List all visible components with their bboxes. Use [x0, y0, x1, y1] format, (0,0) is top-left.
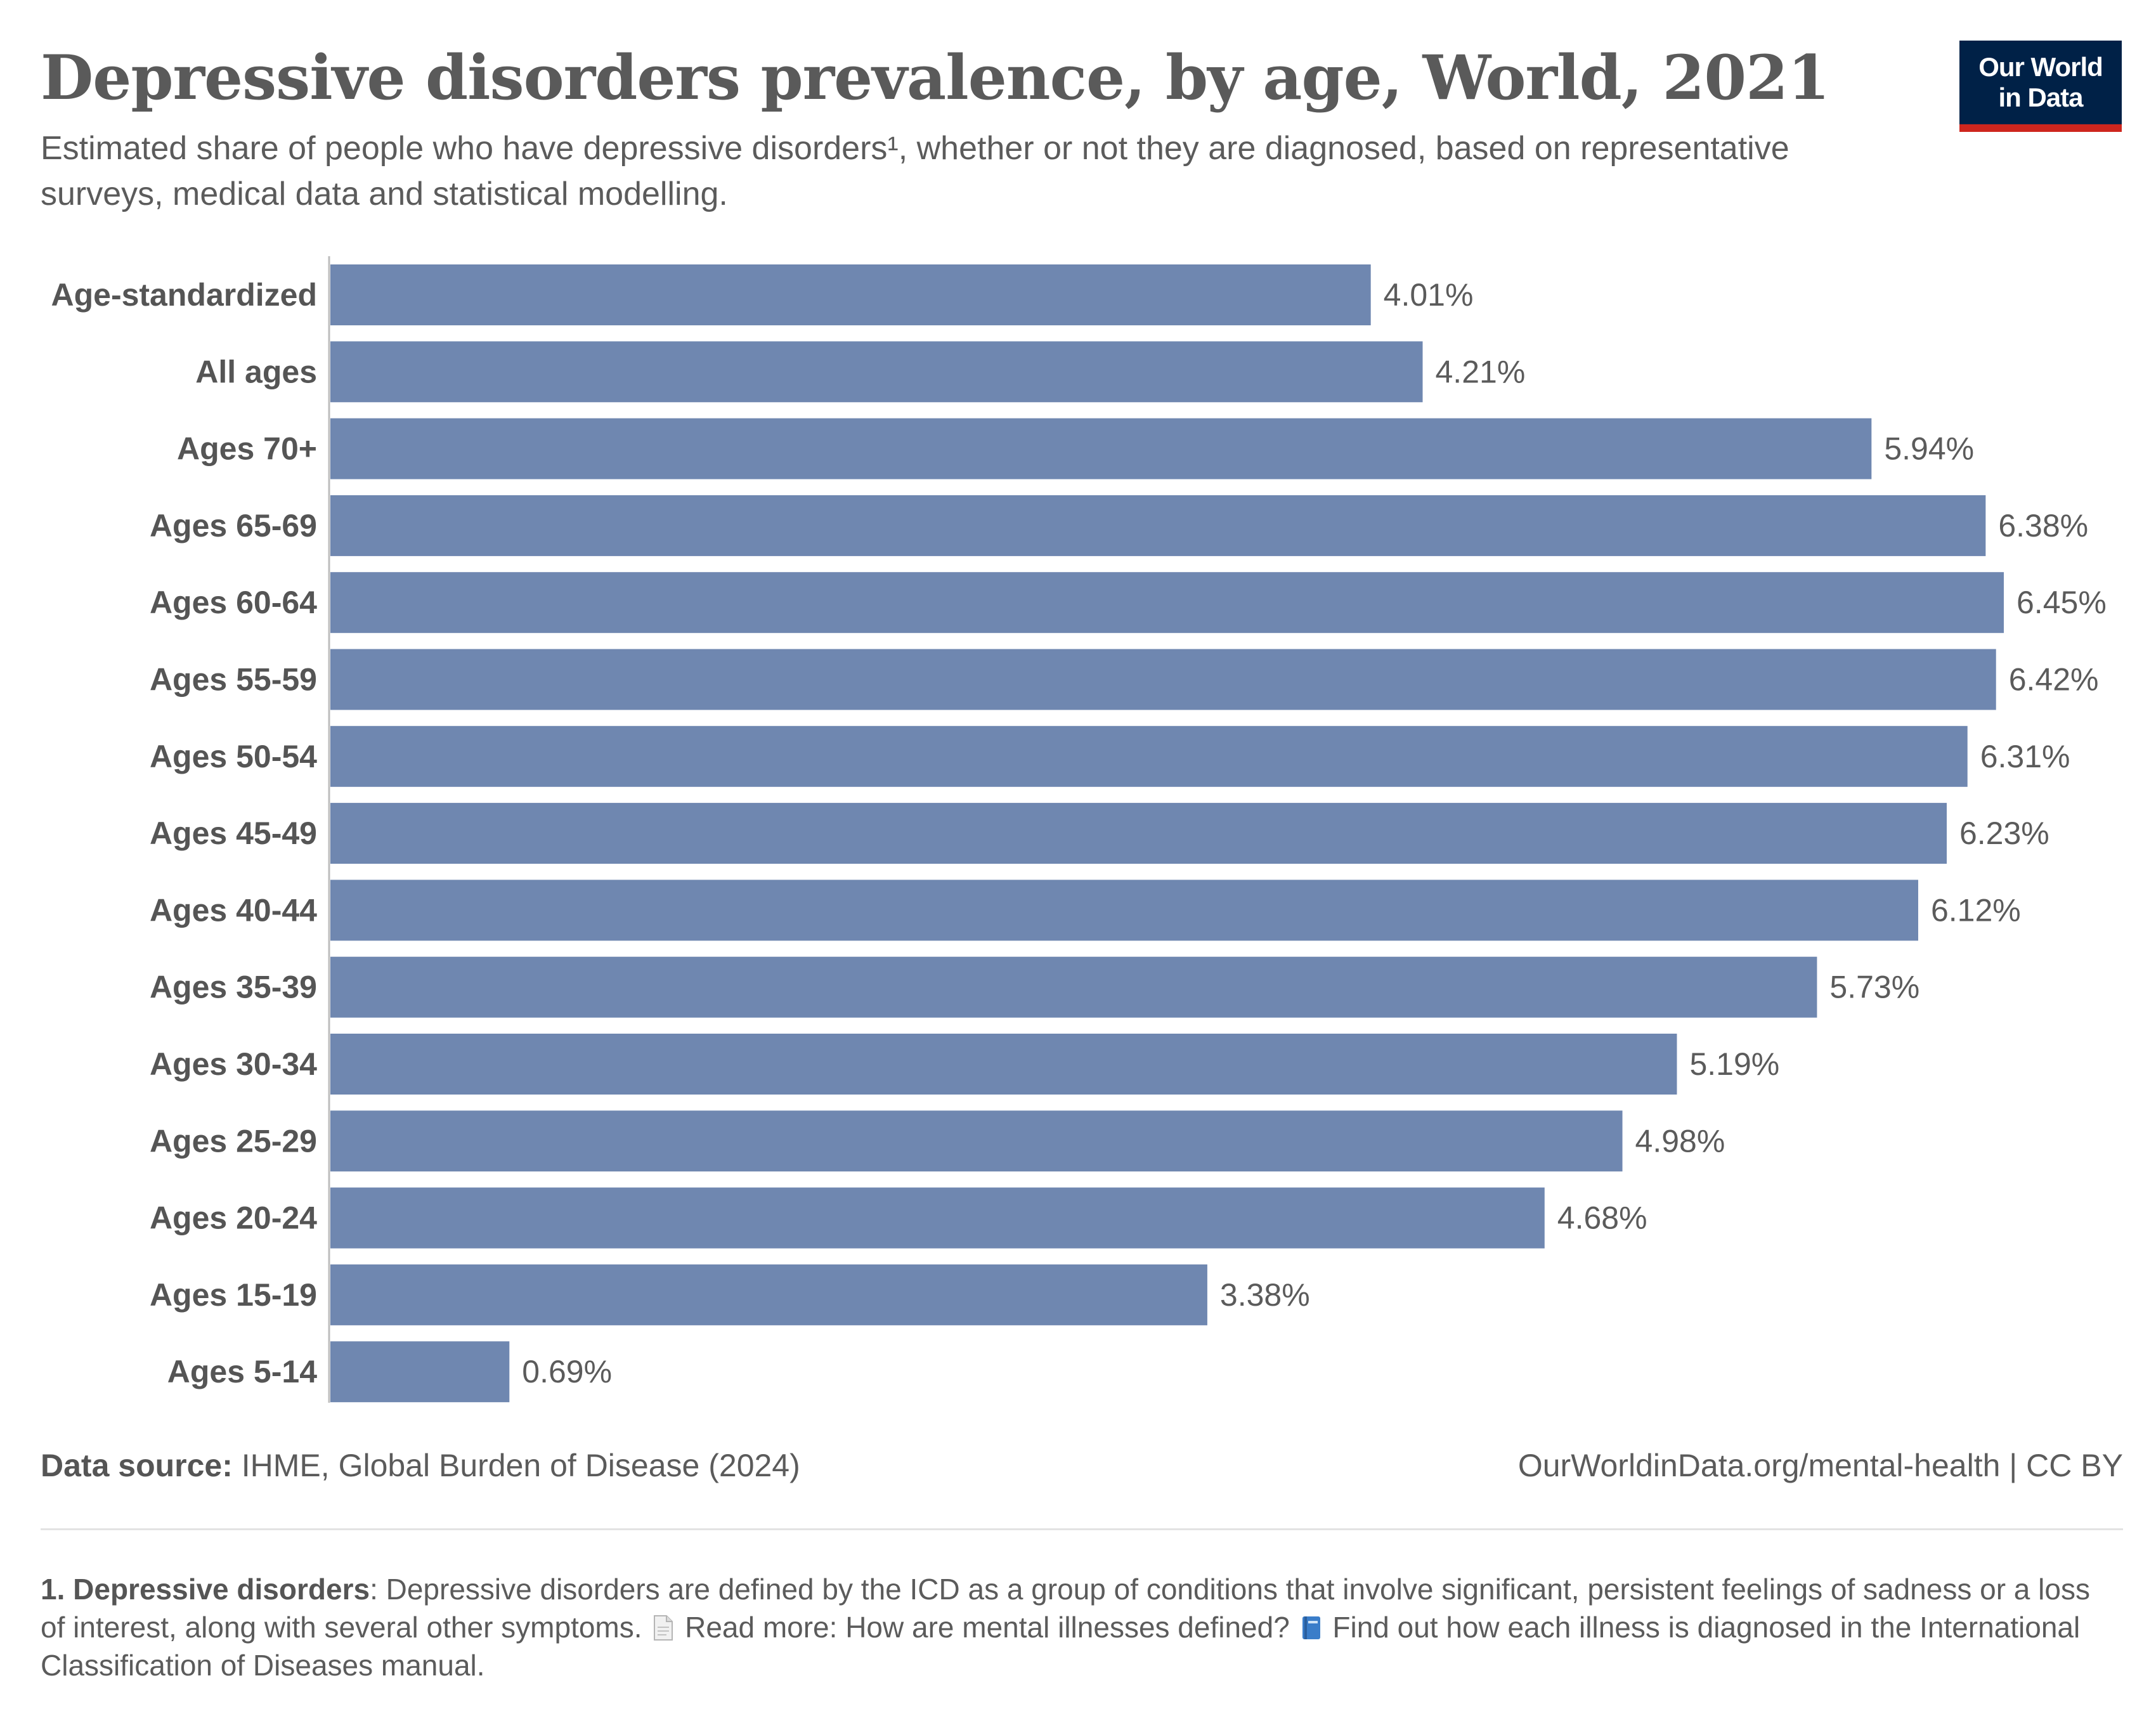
category-label: Ages 30-34	[150, 1046, 317, 1082]
category-label: Ages 20-24	[150, 1200, 317, 1236]
bar[interactable]	[330, 341, 1423, 403]
book-icon	[1302, 1616, 1320, 1639]
data-source: Data source: IHME, Global Burden of Dise…	[41, 1447, 800, 1484]
footnote-text-1: : Depressive disorders are defined by th…	[41, 1573, 2090, 1644]
document-icon	[654, 1615, 673, 1641]
category-label: Ages 45-49	[150, 816, 317, 851]
category-label: Ages 50-54	[150, 739, 317, 774]
logo-line-2: in Data	[1998, 82, 2083, 112]
footnote-term: 1. Depressive disorders	[41, 1573, 370, 1606]
bar[interactable]	[330, 649, 1996, 710]
value-label: 5.19%	[1689, 1046, 1779, 1082]
bar[interactable]	[330, 725, 1968, 787]
bar[interactable]	[330, 1341, 510, 1403]
category-label: Ages 35-39	[150, 970, 317, 1005]
value-label: 6.12%	[1931, 892, 2021, 928]
bar[interactable]	[330, 418, 1872, 479]
footnote: 1. Depressive disorders: Depressive diso…	[41, 1570, 2095, 1684]
category-label: Ages 65-69	[150, 508, 317, 543]
value-label: 6.42%	[2009, 662, 2099, 698]
bar[interactable]	[330, 495, 1986, 556]
bar[interactable]	[330, 956, 1817, 1018]
bar-chart: Age-standardized 4.01% All ages 4.21% Ages 7…	[51, 256, 2107, 1403]
bar[interactable]	[330, 803, 1947, 864]
bar[interactable]	[330, 264, 1371, 325]
value-label: 6.45%	[2016, 585, 2107, 620]
category-label: Ages 15-19	[150, 1277, 317, 1313]
value-label: 4.68%	[1557, 1200, 1647, 1236]
data-source-text: IHME, Global Burden of Disease (2024)	[232, 1448, 800, 1483]
value-label: 3.38%	[1220, 1277, 1310, 1313]
logo-line-1: Our World	[1978, 52, 2103, 82]
bar[interactable]	[330, 1110, 1623, 1172]
value-label: 6.38%	[1998, 508, 2088, 543]
value-label: 5.94%	[1884, 431, 1974, 467]
category-label: All ages	[195, 354, 317, 389]
category-label: Ages 25-29	[150, 1123, 317, 1159]
chart-title: Depressive disorders prevalence, by age,…	[41, 42, 1830, 114]
value-label: 5.73%	[1829, 970, 1919, 1005]
category-label: Ages 5-14	[167, 1354, 317, 1389]
source-url-link[interactable]: OurWorldinData.org/mental-health | CC BY	[1517, 1448, 2123, 1483]
owid-logo[interactable]: Our World in Data	[1959, 41, 2122, 132]
value-label: 4.98%	[1635, 1123, 1725, 1159]
value-label: 6.31%	[1980, 739, 2070, 774]
value-label: 0.69%	[522, 1354, 612, 1389]
category-label: Ages 55-59	[150, 662, 317, 698]
bar[interactable]	[330, 572, 2004, 634]
category-label: Age-standardized	[51, 277, 317, 313]
data-source-label: Data source:	[41, 1448, 233, 1483]
category-label: Ages 70+	[177, 431, 317, 467]
bars: Age-standardized 4.01% All ages 4.21% Ages 7…	[51, 264, 2107, 1403]
category-label: Ages 60-64	[150, 585, 317, 620]
value-label: 4.21%	[1436, 354, 1526, 389]
chart-subtitle: Estimated share of people who have depre…	[41, 130, 1789, 212]
bar[interactable]	[330, 1034, 1677, 1095]
bar[interactable]	[330, 880, 1918, 941]
bar[interactable]	[330, 1187, 1545, 1249]
value-label: 4.01%	[1384, 277, 1474, 313]
value-label: 6.23%	[1959, 816, 2049, 851]
footnote-link-read-more[interactable]: Read more: How are mental illnesses defi…	[677, 1611, 1298, 1644]
footnote-link-find-out[interactable]: Find out how each illness is diagnosed i…	[41, 1611, 2081, 1682]
bar[interactable]	[330, 1264, 1207, 1325]
category-label: Ages 40-44	[150, 892, 317, 928]
footer-divider	[41, 1528, 2123, 1530]
